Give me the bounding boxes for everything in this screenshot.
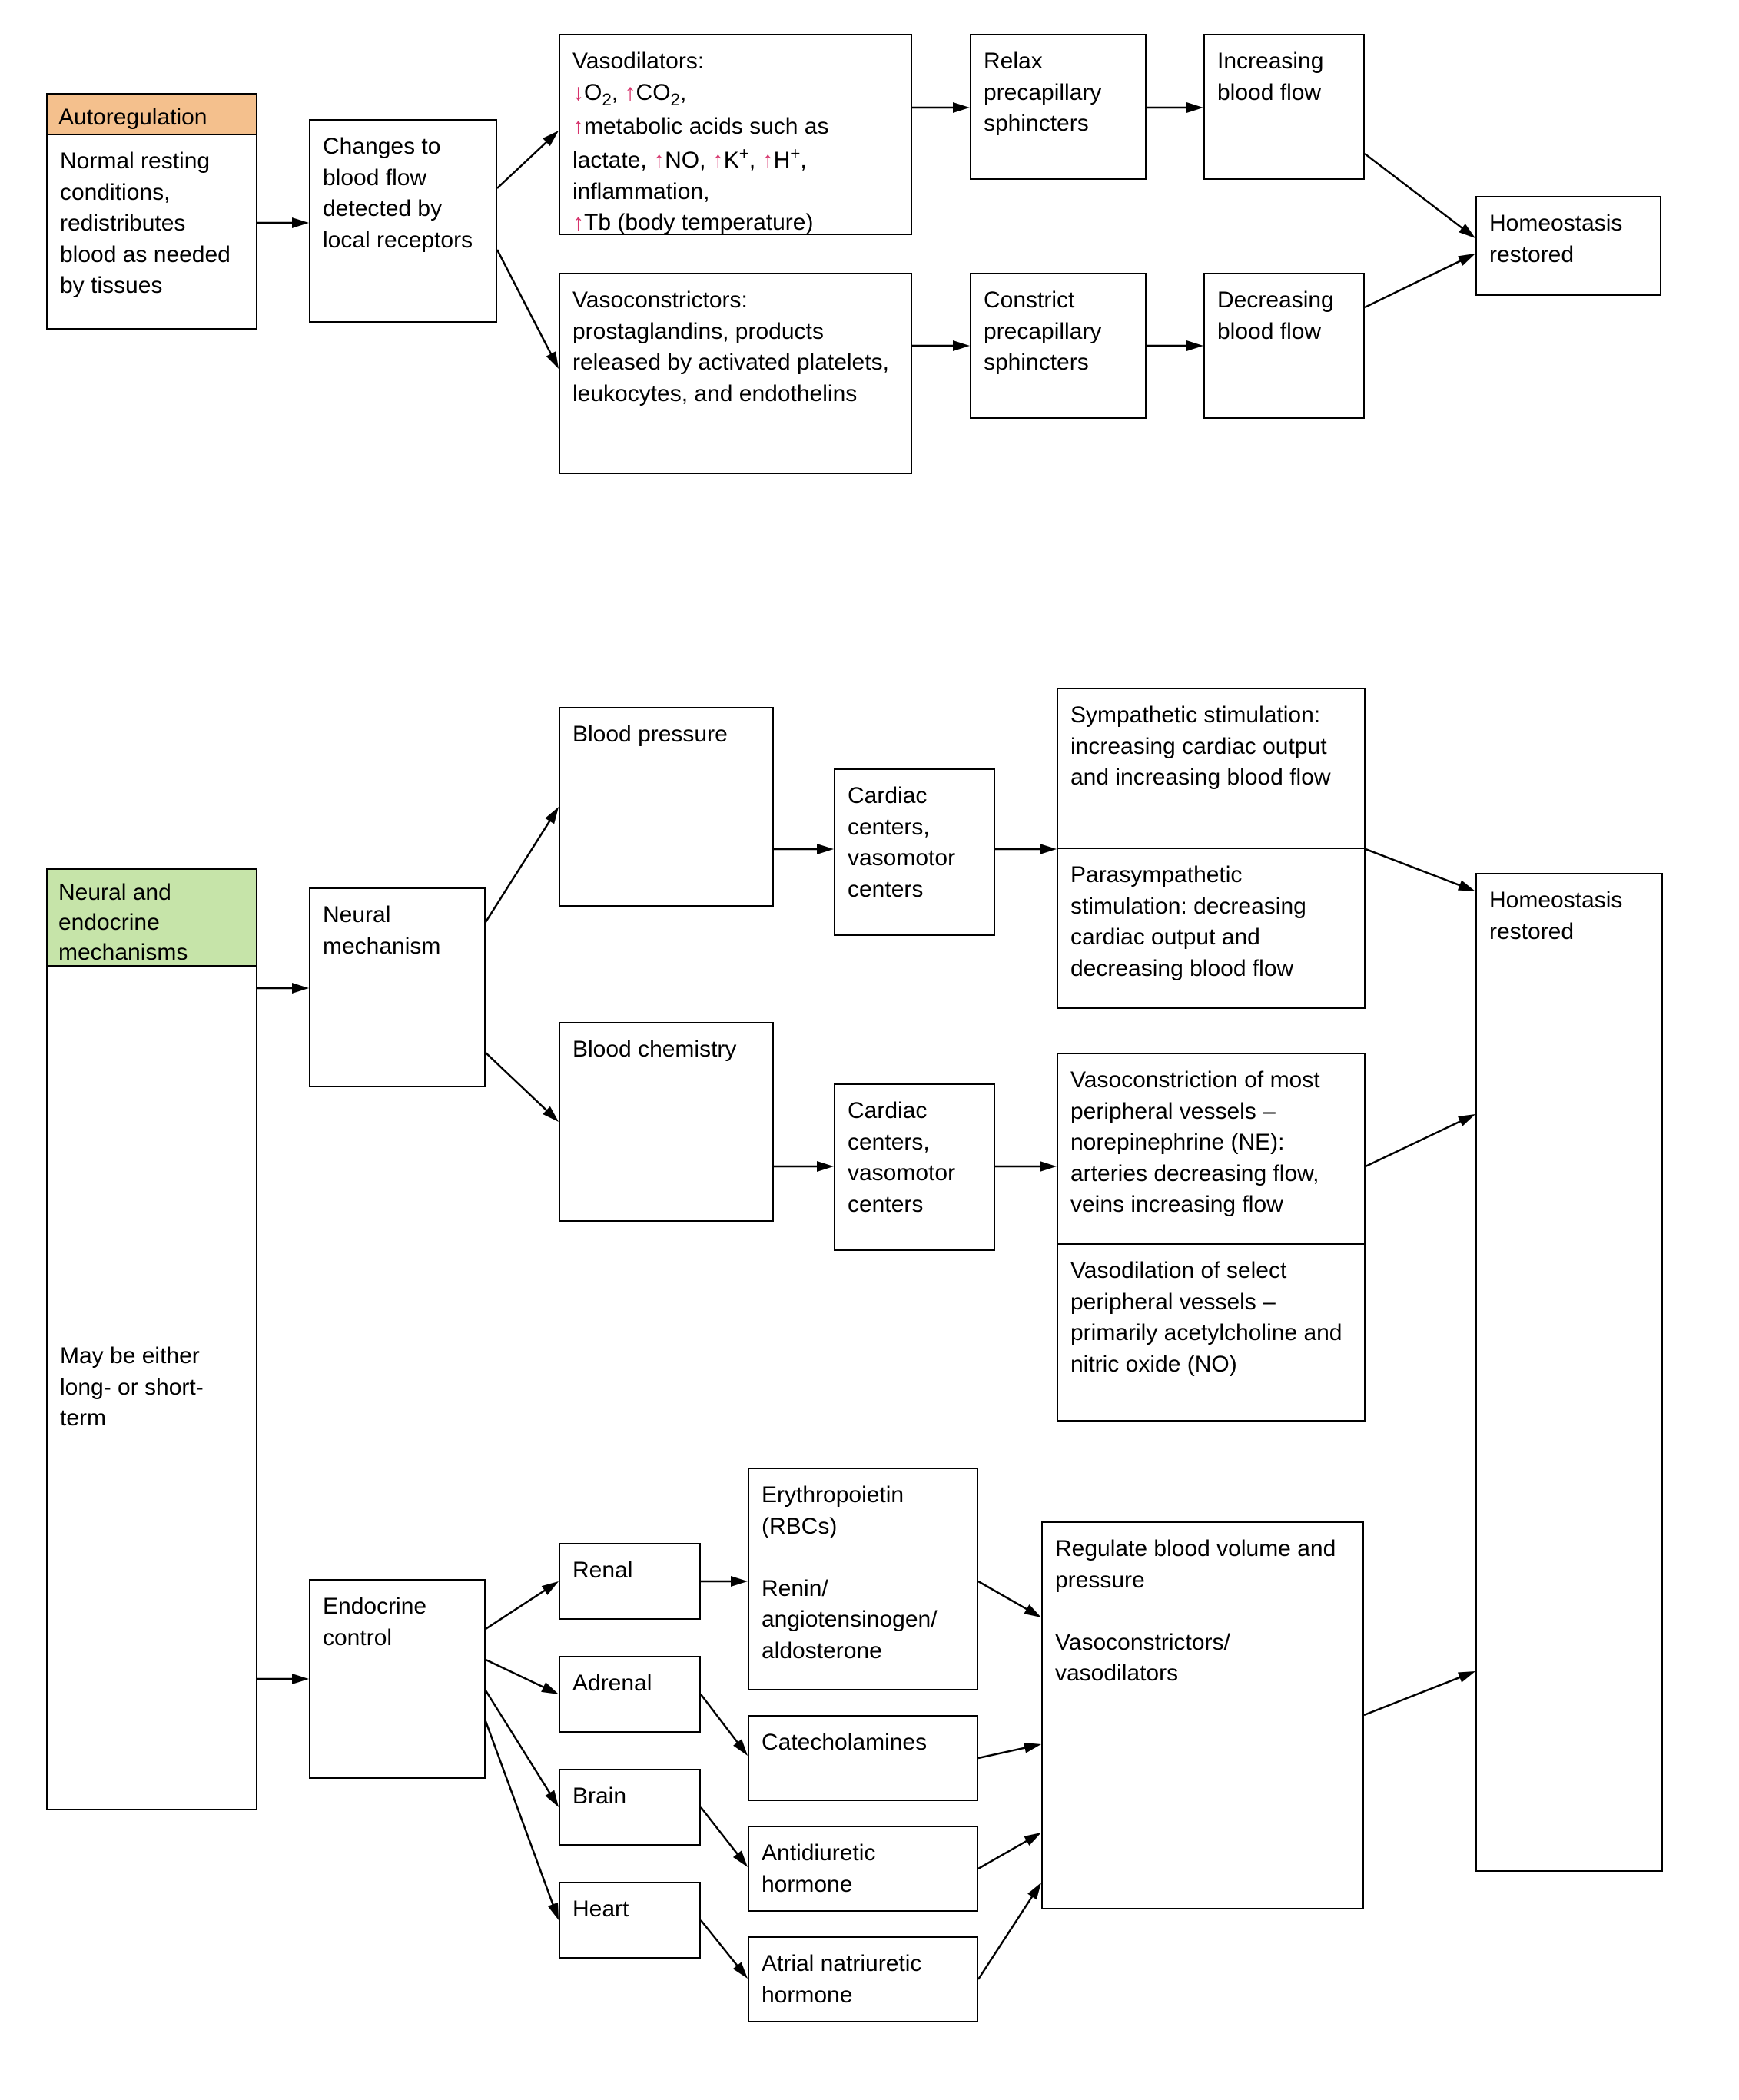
- node-cc2: Cardiac centers, vasomotor centers: [834, 1083, 995, 1251]
- node-changes: Changes to blood flow detected by local …: [309, 119, 497, 323]
- node-symp: Sympathetic stimulation: increasing card…: [1057, 688, 1366, 849]
- node-endocrine: Endocrine control: [309, 1579, 486, 1779]
- node-vasoconstrictors: Vasoconstrictors: prostaglandins, produc…: [559, 273, 912, 474]
- node-ne_body: May be either long- or short-term: [46, 965, 257, 1810]
- node-vcperiph: Vasoconstriction of most peripheral vess…: [1057, 1053, 1366, 1245]
- node-heart: Heart: [559, 1882, 701, 1959]
- node-catech: Catecholamines: [748, 1715, 978, 1801]
- node-vasodilators: Vasodilators:↓O2, ↑CO2,↑metabolic acids …: [559, 34, 912, 235]
- node-incflow: Increasing blood flow: [1203, 34, 1365, 180]
- header-neural_endocrine: Neural and endocrine mechanisms: [46, 868, 257, 967]
- node-renal: Renal: [559, 1543, 701, 1620]
- node-cc1: Cardiac centers, vasomotor centers: [834, 768, 995, 936]
- header-autoregulation: Autoregulation: [46, 93, 257, 135]
- node-regulate: Regulate blood volume and pressureVasoco…: [1041, 1521, 1364, 1909]
- node-parasymp: Parasympathetic stimulation: decreasing …: [1057, 848, 1366, 1009]
- flowchart-stage: Autoregulation Neural and endocrine mecha…: [0, 0, 1739, 2100]
- node-brain: Brain: [559, 1769, 701, 1846]
- node-bp: Blood pressure: [559, 707, 774, 907]
- node-adrenal: Adrenal: [559, 1656, 701, 1733]
- node-relax: Relax precapillary sphincters: [970, 34, 1147, 180]
- node-autoreg_body: Normal resting conditions, redistributes…: [46, 134, 257, 330]
- node-homeo1: Homeostasis restored: [1475, 196, 1661, 296]
- node-vdperiph: Vasodilation of select peripheral vessel…: [1057, 1243, 1366, 1422]
- node-constrict: Constrict precapillary sphincters: [970, 273, 1147, 419]
- node-bchem: Blood chemistry: [559, 1022, 774, 1222]
- node-adh: Antidiuretic hormone: [748, 1826, 978, 1912]
- node-epo: Erythropoietin (RBCs)Renin/ angiotensino…: [748, 1468, 978, 1690]
- node-homeo2: Homeostasis restored: [1475, 873, 1663, 1872]
- node-neural_mech: Neural mechanism: [309, 887, 486, 1087]
- node-decflow: Decreasing blood flow: [1203, 273, 1365, 419]
- node-anh: Atrial natriuretic hormone: [748, 1936, 978, 2022]
